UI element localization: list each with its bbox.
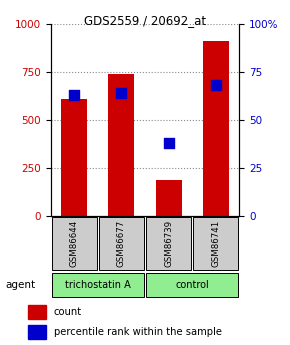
Point <box>166 140 171 146</box>
Bar <box>203 41 229 216</box>
Text: count: count <box>54 307 82 317</box>
Text: agent: agent <box>6 280 36 290</box>
Bar <box>193 217 238 270</box>
Text: GSM86739: GSM86739 <box>164 220 173 267</box>
Point <box>72 92 77 98</box>
Point <box>213 83 218 88</box>
Bar <box>146 273 238 297</box>
Text: control: control <box>175 280 209 290</box>
Bar <box>61 99 87 216</box>
Text: GSM86644: GSM86644 <box>70 220 79 267</box>
Text: GSM86741: GSM86741 <box>211 220 220 267</box>
Point <box>119 90 124 96</box>
Bar <box>108 74 134 216</box>
Text: percentile rank within the sample: percentile rank within the sample <box>54 327 222 337</box>
Bar <box>28 325 46 339</box>
Bar <box>52 273 144 297</box>
Bar <box>156 180 182 216</box>
Bar <box>99 217 144 270</box>
Text: trichostatin A: trichostatin A <box>65 280 131 290</box>
Bar <box>28 305 46 319</box>
Text: GSM86677: GSM86677 <box>117 220 126 267</box>
Text: GDS2559 / 20692_at: GDS2559 / 20692_at <box>84 14 206 27</box>
Bar <box>146 217 191 270</box>
Bar <box>52 217 97 270</box>
